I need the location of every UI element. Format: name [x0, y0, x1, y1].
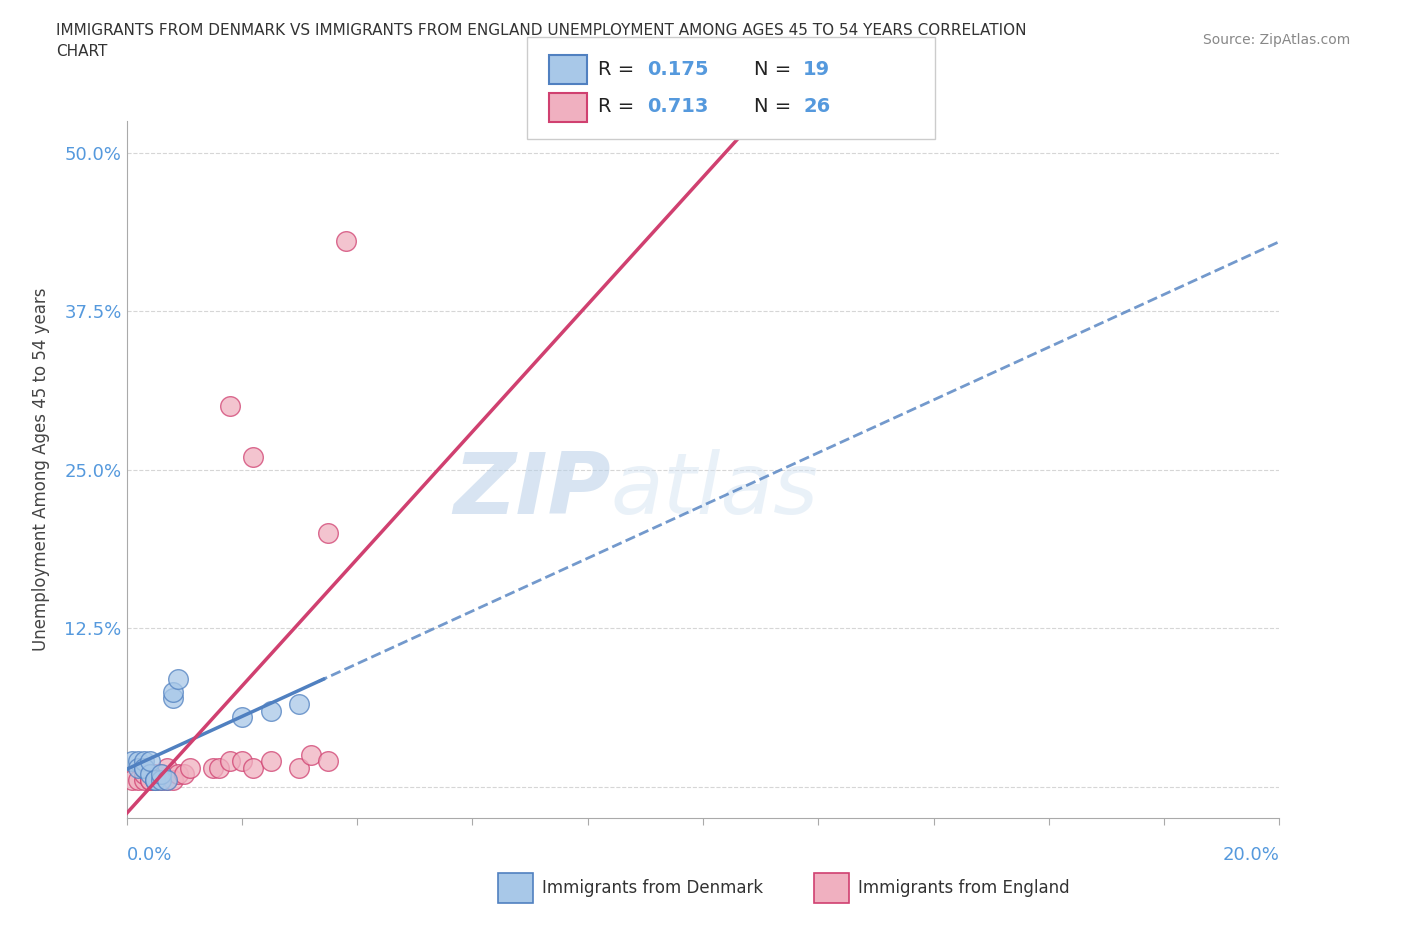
Text: atlas: atlas: [610, 449, 818, 532]
Point: [219, 754, 242, 769]
Point: [150, 773, 173, 788]
Point: [156, 773, 179, 788]
Point: [208, 760, 231, 775]
Point: [288, 760, 311, 775]
Point: [288, 697, 311, 711]
Point: [145, 773, 166, 788]
Text: N =: N =: [754, 98, 797, 116]
Text: 0.0%: 0.0%: [127, 846, 172, 864]
Point: [242, 760, 264, 775]
Bar: [548, 93, 586, 122]
Text: ZIP: ZIP: [453, 449, 610, 532]
Point: [127, 760, 149, 775]
Point: [167, 671, 190, 686]
Point: [132, 760, 155, 775]
Point: [132, 766, 155, 781]
Point: [259, 703, 281, 718]
Point: [162, 690, 184, 705]
Text: Immigrants from England: Immigrants from England: [858, 879, 1070, 897]
Point: [167, 766, 190, 781]
Point: [127, 754, 149, 769]
Point: [145, 773, 166, 788]
Point: [259, 754, 281, 769]
Point: [318, 525, 340, 540]
Point: [150, 773, 173, 788]
Point: [121, 773, 143, 788]
Point: [156, 760, 179, 775]
Text: 26: 26: [803, 98, 831, 116]
Text: 19: 19: [803, 60, 831, 79]
Text: 0.175: 0.175: [648, 60, 709, 79]
Point: [138, 773, 160, 788]
Point: [132, 773, 155, 788]
Point: [127, 773, 149, 788]
Text: Source: ZipAtlas.com: Source: ZipAtlas.com: [1202, 33, 1350, 46]
Text: IMMIGRANTS FROM DENMARK VS IMMIGRANTS FROM ENGLAND UNEMPLOYMENT AMONG AGES 45 TO: IMMIGRANTS FROM DENMARK VS IMMIGRANTS FR…: [56, 23, 1026, 60]
Point: [231, 710, 253, 724]
Bar: [548, 55, 586, 85]
Text: N =: N =: [754, 60, 797, 79]
Point: [162, 684, 184, 699]
Point: [179, 760, 201, 775]
Text: R =: R =: [599, 60, 641, 79]
Point: [242, 449, 264, 464]
Point: [138, 754, 160, 769]
Point: [162, 773, 184, 788]
Text: 20.0%: 20.0%: [1223, 846, 1279, 864]
Point: [150, 766, 173, 781]
Point: [173, 766, 195, 781]
Point: [145, 766, 166, 781]
Point: [121, 754, 143, 769]
Point: [132, 754, 155, 769]
Point: [231, 754, 253, 769]
Point: [138, 773, 160, 788]
Point: [138, 766, 160, 781]
Point: [145, 773, 166, 788]
Point: [335, 234, 357, 249]
Point: [132, 760, 155, 775]
Bar: [814, 873, 849, 903]
Bar: [498, 873, 533, 903]
Y-axis label: Unemployment Among Ages 45 to 54 years: Unemployment Among Ages 45 to 54 years: [32, 288, 51, 651]
Point: [156, 773, 179, 788]
Point: [202, 760, 225, 775]
Text: 0.713: 0.713: [648, 98, 709, 116]
Point: [299, 748, 322, 763]
Point: [150, 766, 173, 781]
Text: Immigrants from Denmark: Immigrants from Denmark: [543, 879, 763, 897]
Point: [219, 399, 242, 414]
Point: [318, 754, 340, 769]
Text: R =: R =: [599, 98, 641, 116]
